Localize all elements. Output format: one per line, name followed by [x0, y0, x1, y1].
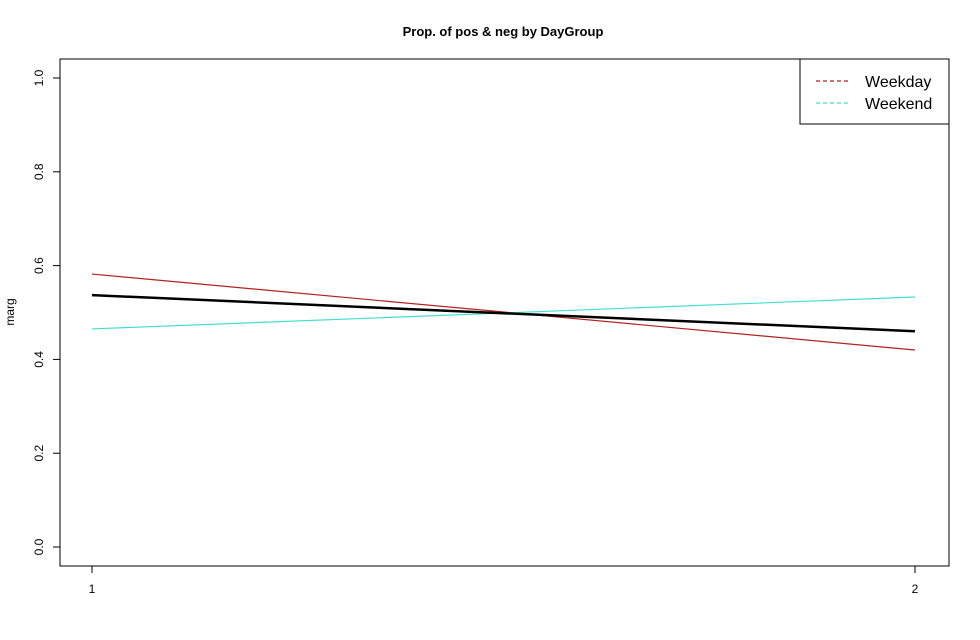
chart-title: Prop. of pos & neg by DayGroup: [403, 24, 604, 39]
legend-label: Weekend: [865, 96, 932, 113]
x-tick-label: 2: [912, 582, 919, 596]
legend-label: Weekday: [865, 74, 931, 91]
y-tick-label: 0.8: [32, 163, 46, 180]
legend-box: [799, 58, 950, 125]
y-tick-label: 0.6: [32, 257, 46, 274]
y-tick-label: 0.2: [32, 445, 46, 462]
series-lines: [91, 273, 916, 351]
y-tick-label: 1.0: [32, 69, 46, 86]
y-tick-label: 0.0: [32, 538, 46, 555]
y-tick-label: 0.4: [32, 351, 46, 368]
x-tick-label: 1: [89, 582, 96, 596]
y-axis: 0.0 0.2 0.4 0.6 0.8 1.0: [32, 69, 61, 555]
overall-line: [91, 293, 916, 333]
legend: Weekday Weekend: [799, 58, 950, 125]
y-axis-label: marg: [3, 298, 17, 325]
